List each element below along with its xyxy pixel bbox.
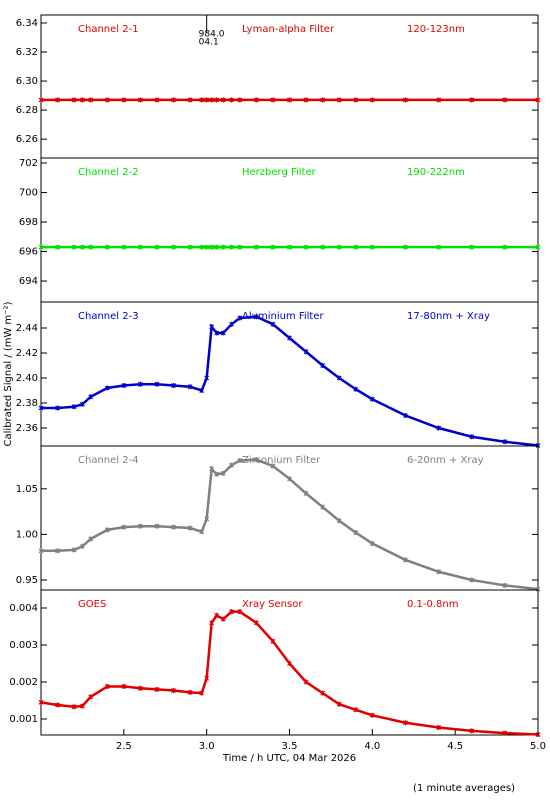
band-label: 17-80nm + Xray [407,311,490,322]
x-tick-label: 2.5 [116,741,132,752]
y-tick-label: 6.30 [16,76,38,87]
band-label: 190-222nm [407,167,465,178]
x-axis-label: Time / h UTC, 04 Mar 2026 [222,753,356,764]
data-line [41,315,539,447]
data-line [41,458,539,591]
y-tick-label: 2.38 [16,398,38,409]
panel-label: Channel 2-1 [78,24,139,35]
filter-label: Lyman-alpha Filter [242,24,335,35]
y-tick-label: 0.002 [9,677,38,688]
band-label: 6-20nm + Xray [407,455,484,466]
x-tick-label: 4.5 [447,741,463,752]
y-tick-label: 6.34 [16,18,38,29]
panel-label: GOES [78,599,106,610]
y-tick-label: 0.004 [9,603,38,614]
y-tick-label: 694 [19,276,38,287]
x-tick-label: 3.5 [282,741,298,752]
y-tick-label: 0.95 [16,575,38,586]
footnote: (1 minute averages) [413,783,515,794]
x-tick-label: 5.0 [530,741,546,752]
y-tick-label: 700 [19,188,38,199]
annotation: 984.0 [199,30,225,40]
y-tick-label: 696 [19,247,38,258]
y-tick-label: 6.28 [16,105,38,116]
panel-frame [40,157,539,303]
y-tick-label: 0.001 [9,714,38,725]
panel-label: Channel 2-2 [78,167,139,178]
band-label: 0.1-0.8nm [407,599,459,610]
x-tick-label: 3.0 [199,741,215,752]
x-tick-label: 4.0 [364,741,380,752]
y-tick-label: 702 [19,158,38,169]
annotation: 04.1 [199,38,219,48]
y-tick-label: 2.44 [16,323,38,334]
y-tick-label: 2.40 [16,373,38,384]
y-tick-label: 1.00 [16,529,38,540]
filter-label: Aluminium Filter [242,311,325,322]
panel-label: Channel 2-3 [78,311,139,322]
y-tick-label: 2.42 [16,348,38,359]
y-tick-label: 0.003 [9,640,38,651]
y-tick-label: 1.05 [16,484,38,495]
filter-label: Zirconium Filter [242,455,321,466]
y-tick-label: 6.32 [16,47,38,58]
panel-label: Channel 2-4 [78,455,139,466]
y-tick-label: 6.26 [16,134,38,145]
panel-frame [40,301,539,447]
band-label: 120-123nm [407,24,465,35]
y-tick-label: 2.36 [16,423,38,434]
y-tick-label: 698 [19,217,38,228]
panel-frame [40,14,539,159]
panel-frame [40,445,539,591]
data-line [40,610,539,736]
y-axis-label: Calibrated Signal / (mW m⁻²) [3,301,14,446]
filter-label: Herzberg Filter [242,167,317,178]
filter-label: Xray Sensor [242,599,303,610]
